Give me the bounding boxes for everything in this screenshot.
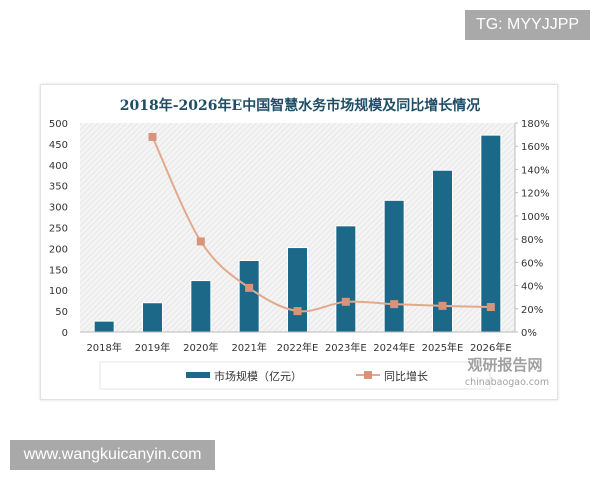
growth-point	[390, 300, 399, 309]
y-right-tick-label: 60%	[521, 258, 543, 269]
logo-url: chinabaogao.com	[465, 377, 549, 388]
x-tick-label: 2025年E	[422, 341, 464, 354]
chart-title: 2018年-2026年E中国智慧水务市场规模及同比增长情况	[120, 97, 480, 114]
y-left-tick-label: 0	[62, 328, 68, 339]
legend-bar-swatch	[186, 372, 210, 378]
x-tick-label: 2022年E	[277, 341, 319, 354]
y-left-tick-label: 450	[49, 140, 68, 151]
x-tick-label: 2020年	[183, 341, 218, 354]
watermark-bottom: www.wangkuicanyin.com	[10, 440, 215, 470]
y-left-tick-label: 500	[49, 119, 68, 130]
bar	[383, 199, 405, 333]
y-right-tick-label: 180%	[521, 119, 550, 130]
y-left-tick-label: 350	[49, 182, 68, 193]
y-left-tick-label: 300	[49, 203, 68, 214]
growth-point	[341, 297, 350, 306]
bar	[142, 302, 163, 333]
legend-bar-label: 市场规模（亿元）	[214, 369, 302, 383]
growth-point	[438, 301, 447, 310]
y-left-tick-label: 100	[49, 286, 68, 297]
growth-point	[148, 132, 157, 141]
y-left-tick-label: 50	[55, 307, 68, 318]
growth-point	[486, 303, 495, 312]
bar	[238, 260, 260, 333]
y-left-tick-label: 150	[49, 265, 68, 276]
bar	[93, 320, 115, 333]
bar	[190, 280, 212, 333]
y-right-tick-label: 0%	[521, 328, 537, 339]
x-tick-label: 2018年	[86, 341, 121, 354]
growth-point	[293, 307, 302, 316]
x-tick-label: 2021年	[231, 341, 266, 354]
y-right-tick-label: 140%	[521, 165, 550, 176]
growth-point	[245, 283, 254, 292]
y-right-tick-label: 20%	[521, 305, 543, 316]
y-right-tick-label: 40%	[521, 282, 543, 293]
y-left-tick-label: 250	[49, 224, 68, 235]
x-tick-label: 2026年E	[470, 341, 512, 354]
growth-point	[196, 237, 205, 246]
y-right-tick-label: 80%	[521, 235, 543, 246]
y-right-tick-label: 160%	[521, 142, 550, 153]
logo-name: 观研报告网	[467, 356, 542, 374]
bar	[480, 134, 502, 333]
x-tick-label: 2019年	[135, 341, 170, 354]
y-right-tick-label: 100%	[521, 212, 550, 223]
legend-line-label: 同比增长	[384, 369, 428, 383]
y-right-tick-label: 120%	[521, 189, 550, 200]
bar	[287, 247, 308, 333]
x-tick-label: 2023年E	[325, 341, 367, 354]
legend	[99, 361, 491, 390]
y-left-tick-label: 200	[49, 244, 68, 255]
x-tick-label: 2024年E	[373, 341, 415, 354]
bar	[335, 225, 357, 333]
y-left-tick-label: 400	[49, 161, 68, 172]
legend-line-marker	[364, 371, 372, 379]
watermark-top: TG: MYYJJPP	[465, 10, 590, 40]
